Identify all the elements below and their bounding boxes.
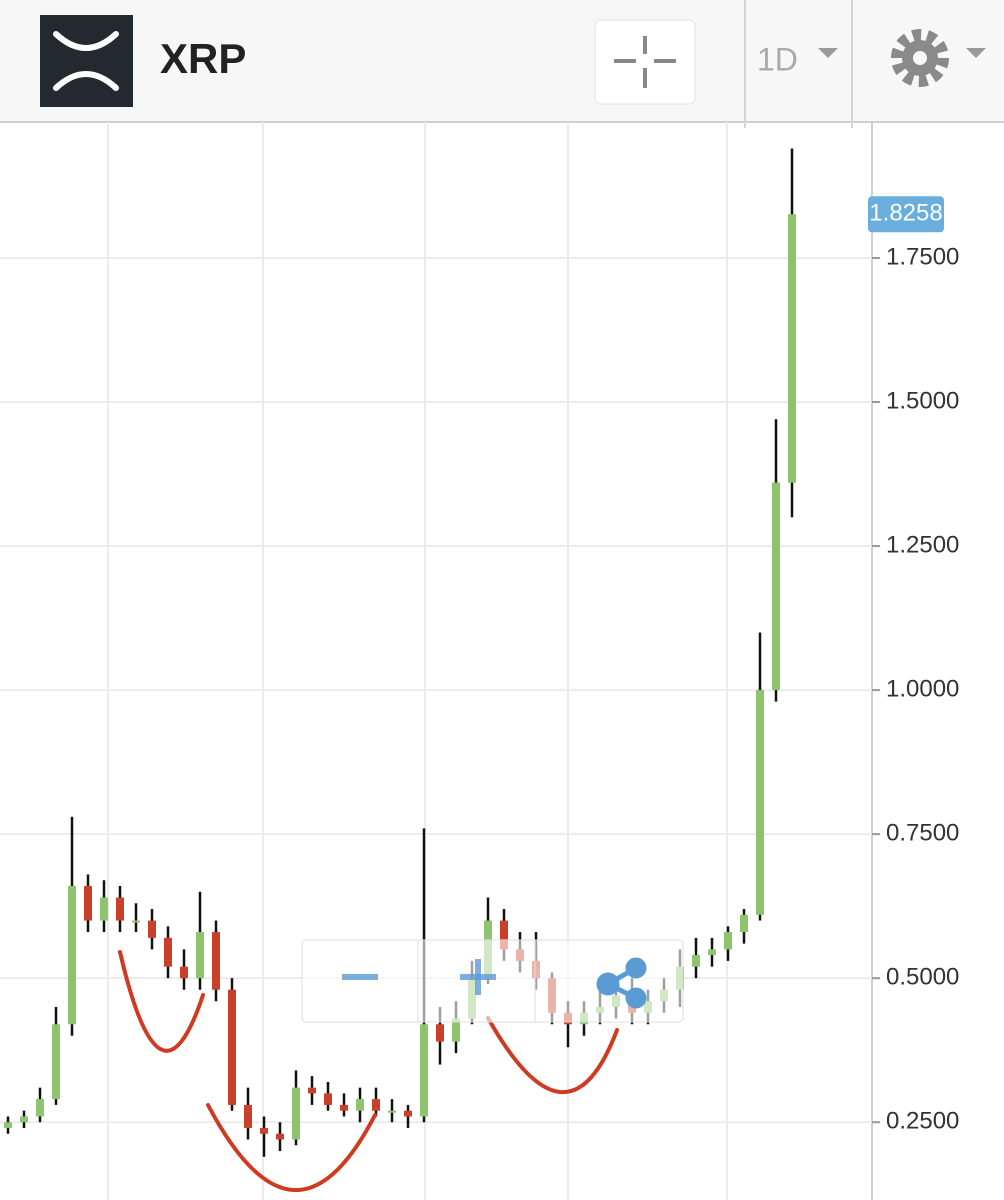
header [0, 0, 1004, 122]
price-tag: 1.8258 [869, 200, 942, 227]
y-tick-label: 1.7500 [886, 243, 959, 270]
candle-body [340, 1104, 348, 1111]
candle-body [116, 897, 124, 921]
candle-body [388, 1110, 396, 1113]
crosshair-icon [614, 36, 676, 88]
candle-body [452, 1018, 460, 1042]
candle-body [436, 1024, 444, 1042]
candle-body [404, 1110, 412, 1117]
candle-body [212, 932, 220, 990]
candle-body [260, 1127, 268, 1134]
logo [40, 15, 133, 107]
candle-body [356, 1099, 364, 1111]
candle-body [276, 1133, 284, 1140]
candle-body [788, 214, 796, 483]
zoom-in[interactable] [460, 959, 496, 995]
zoom-controls [301, 939, 684, 1023]
annotation-curves [118, 950, 619, 1192]
crosshair-button[interactable] [594, 19, 696, 105]
settings-button[interactable] [891, 29, 986, 87]
candle-body [196, 932, 204, 979]
candle-body [756, 690, 764, 915]
candle-body [308, 1087, 316, 1094]
candle-body [228, 989, 236, 1105]
candle-body [420, 1024, 428, 1117]
y-tick-label: 0.2500 [886, 1108, 959, 1135]
candle-body [20, 1116, 28, 1123]
candle-body [52, 1024, 60, 1100]
candle-body [148, 920, 156, 938]
dropdown-arrow [818, 48, 838, 58]
candle-body [180, 966, 188, 979]
logo-mark [53, 31, 119, 91]
y-tick-label: 1.5000 [886, 387, 959, 414]
candle-body [164, 937, 172, 967]
symbol: XRP [160, 35, 246, 82]
candle-body [772, 482, 780, 691]
share[interactable] [596, 957, 647, 1009]
y-tick-label: 0.7500 [886, 819, 959, 846]
candle-body [4, 1122, 12, 1128]
interval-selector[interactable]: 1D [757, 41, 798, 77]
vertical-grid [107, 122, 728, 1200]
y-tick-label: 0.5000 [886, 964, 959, 991]
y-tick-label: 1.0000 [886, 675, 959, 702]
candle-body [692, 955, 700, 967]
candle-body [708, 949, 716, 956]
candle-body [100, 897, 108, 921]
price-tag-bg [868, 196, 944, 233]
zoom-out[interactable] [342, 974, 378, 980]
candle-body [68, 885, 76, 1025]
candle-body [84, 885, 92, 921]
y-tick-label: 1.2500 [886, 531, 959, 558]
candle-body [724, 932, 732, 950]
candle-body [372, 1099, 380, 1111]
candle-body [244, 1104, 252, 1128]
candle-body [36, 1099, 44, 1117]
candle-body [740, 914, 748, 933]
candle-body [292, 1087, 300, 1140]
candle-body [132, 920, 140, 923]
candle-body [500, 920, 508, 950]
candle-body [324, 1093, 332, 1105]
